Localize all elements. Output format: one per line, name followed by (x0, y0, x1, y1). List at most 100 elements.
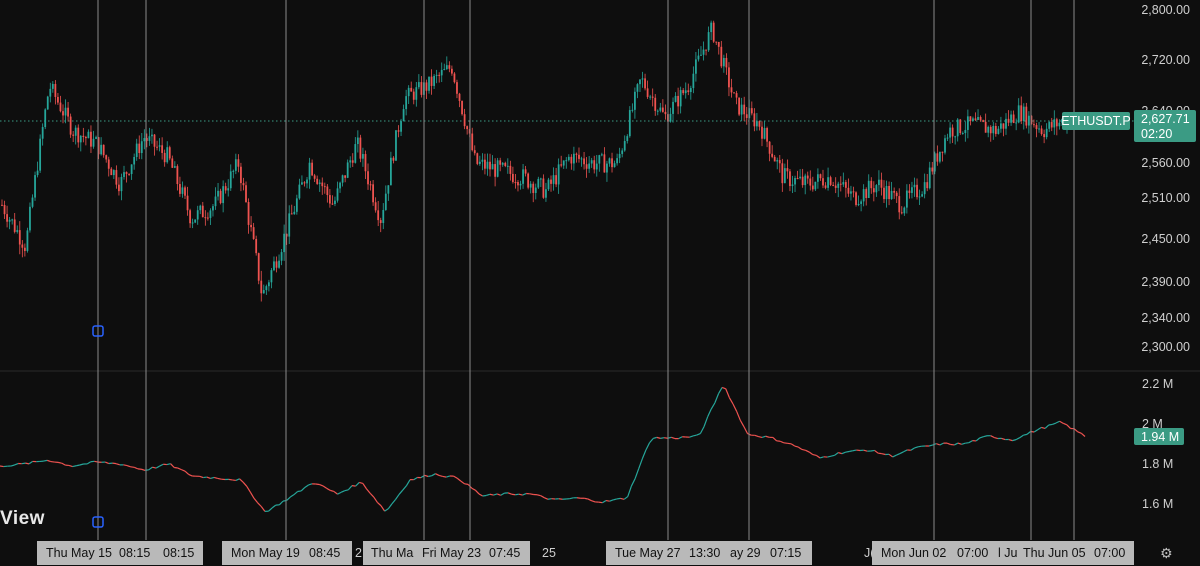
candle-body (245, 185, 247, 203)
candle-body (46, 96, 49, 110)
candle-body (966, 116, 969, 130)
candle-body (639, 79, 641, 85)
main-pane-candles (1, 20, 1068, 302)
indicator-segment (765, 435, 770, 438)
candle-body (69, 116, 72, 135)
candle-body (672, 101, 674, 114)
candle-body (270, 270, 273, 283)
candle-body (862, 189, 865, 202)
indicator-segment (43, 459, 48, 462)
indicator-segment (72, 465, 77, 468)
time-axis[interactable]: Thu May 15 08:15 08:15 Mon May 19 08:45 2 Thu … (37, 541, 1134, 565)
indicator-segment (1052, 422, 1057, 426)
selection-markers[interactable] (92, 325, 104, 528)
candle-body (392, 157, 395, 161)
indicator-segment (812, 453, 817, 457)
time-pill-date: ay 29 (730, 546, 761, 560)
candle-body (227, 188, 230, 191)
time-pill-time: 08:15 (119, 546, 150, 560)
candle-body (415, 87, 418, 100)
candle-body (626, 136, 629, 142)
candle-body (944, 138, 946, 153)
candle-body (982, 120, 985, 122)
price-axis[interactable]: 2,800.002,720.002,640.002,560.002,510.00… (1141, 3, 1190, 354)
time-pill (222, 541, 352, 565)
countdown-text: 02:20 (1141, 127, 1172, 141)
candle-body (301, 182, 303, 185)
crosshair-verticals (97, 0, 1075, 540)
candle-body (77, 127, 80, 143)
indicator-segment (663, 437, 668, 439)
indicator-segment (14, 462, 19, 466)
candle-body (931, 167, 934, 172)
candle-body (435, 74, 438, 76)
indicator-segment (772, 437, 777, 442)
candle-body (79, 135, 82, 143)
candle-body (1002, 123, 1005, 129)
indicator-segment (645, 442, 651, 451)
candle-body (852, 191, 855, 193)
candle-body (64, 107, 67, 116)
candle-body (433, 75, 436, 86)
candle-body (410, 87, 413, 92)
indicator-segment (689, 435, 694, 438)
candle-body (908, 190, 911, 193)
time-pill-date: Tue May 27 (615, 546, 681, 560)
candle-body (794, 178, 796, 185)
indicator-segment (322, 485, 327, 489)
indicator-segment (239, 478, 244, 483)
candle-body (41, 127, 44, 139)
indicator-segment (591, 500, 596, 503)
indicator-segment (326, 487, 331, 491)
indicator-segment (863, 449, 868, 452)
candle-body (214, 196, 217, 207)
price-tick-label: 2,800.00 (1141, 3, 1190, 17)
candle-body (1020, 105, 1023, 122)
candle-body (511, 173, 514, 183)
indicator-segment (761, 435, 766, 439)
candle-body (252, 227, 255, 239)
candle-body (189, 210, 191, 224)
indicator-segment (333, 490, 338, 495)
indicator-segment (1077, 431, 1082, 434)
time-pill-date: Mon May 19 (231, 546, 300, 560)
indicator-segment (340, 490, 345, 493)
indicator-segment (1080, 432, 1086, 437)
candle-body (219, 190, 222, 204)
indicator-segment (507, 492, 512, 495)
indicator-segment (300, 487, 306, 492)
candle-body (478, 161, 481, 164)
candle-body (461, 100, 463, 115)
candle-body (372, 184, 374, 203)
candle-body (517, 182, 519, 186)
candle-body (184, 187, 186, 196)
indicator-segment (1073, 428, 1079, 433)
candle-body (674, 95, 677, 102)
candle-body (537, 178, 540, 188)
indicator-segment (319, 483, 324, 487)
indicator-segment (126, 464, 131, 468)
indicator-segment (1059, 420, 1064, 424)
candle-body (1005, 118, 1007, 129)
gear-icon[interactable]: ⚙ (1160, 545, 1173, 561)
candle-body (506, 165, 509, 167)
indicator-segment (743, 426, 749, 434)
indicator-segment (246, 486, 251, 493)
indicator-segment (641, 449, 647, 460)
indicator-segment (620, 497, 625, 500)
candle-body (529, 183, 532, 188)
candle-body (308, 162, 311, 180)
candle-body (212, 206, 214, 211)
indicator-segment (834, 452, 839, 456)
candle-body (44, 109, 47, 128)
candle-body (687, 90, 690, 93)
candle-body (87, 131, 90, 139)
indicator-segment (529, 493, 534, 496)
candle-body (171, 158, 174, 168)
time-pill-time: 07:45 (489, 546, 520, 560)
candle-body (786, 168, 789, 172)
candle-body (445, 65, 448, 70)
indicator-axis[interactable]: 2.2 M 2 M 1.8 M 1.6 M (1142, 377, 1173, 511)
indicator-segment (849, 450, 853, 453)
